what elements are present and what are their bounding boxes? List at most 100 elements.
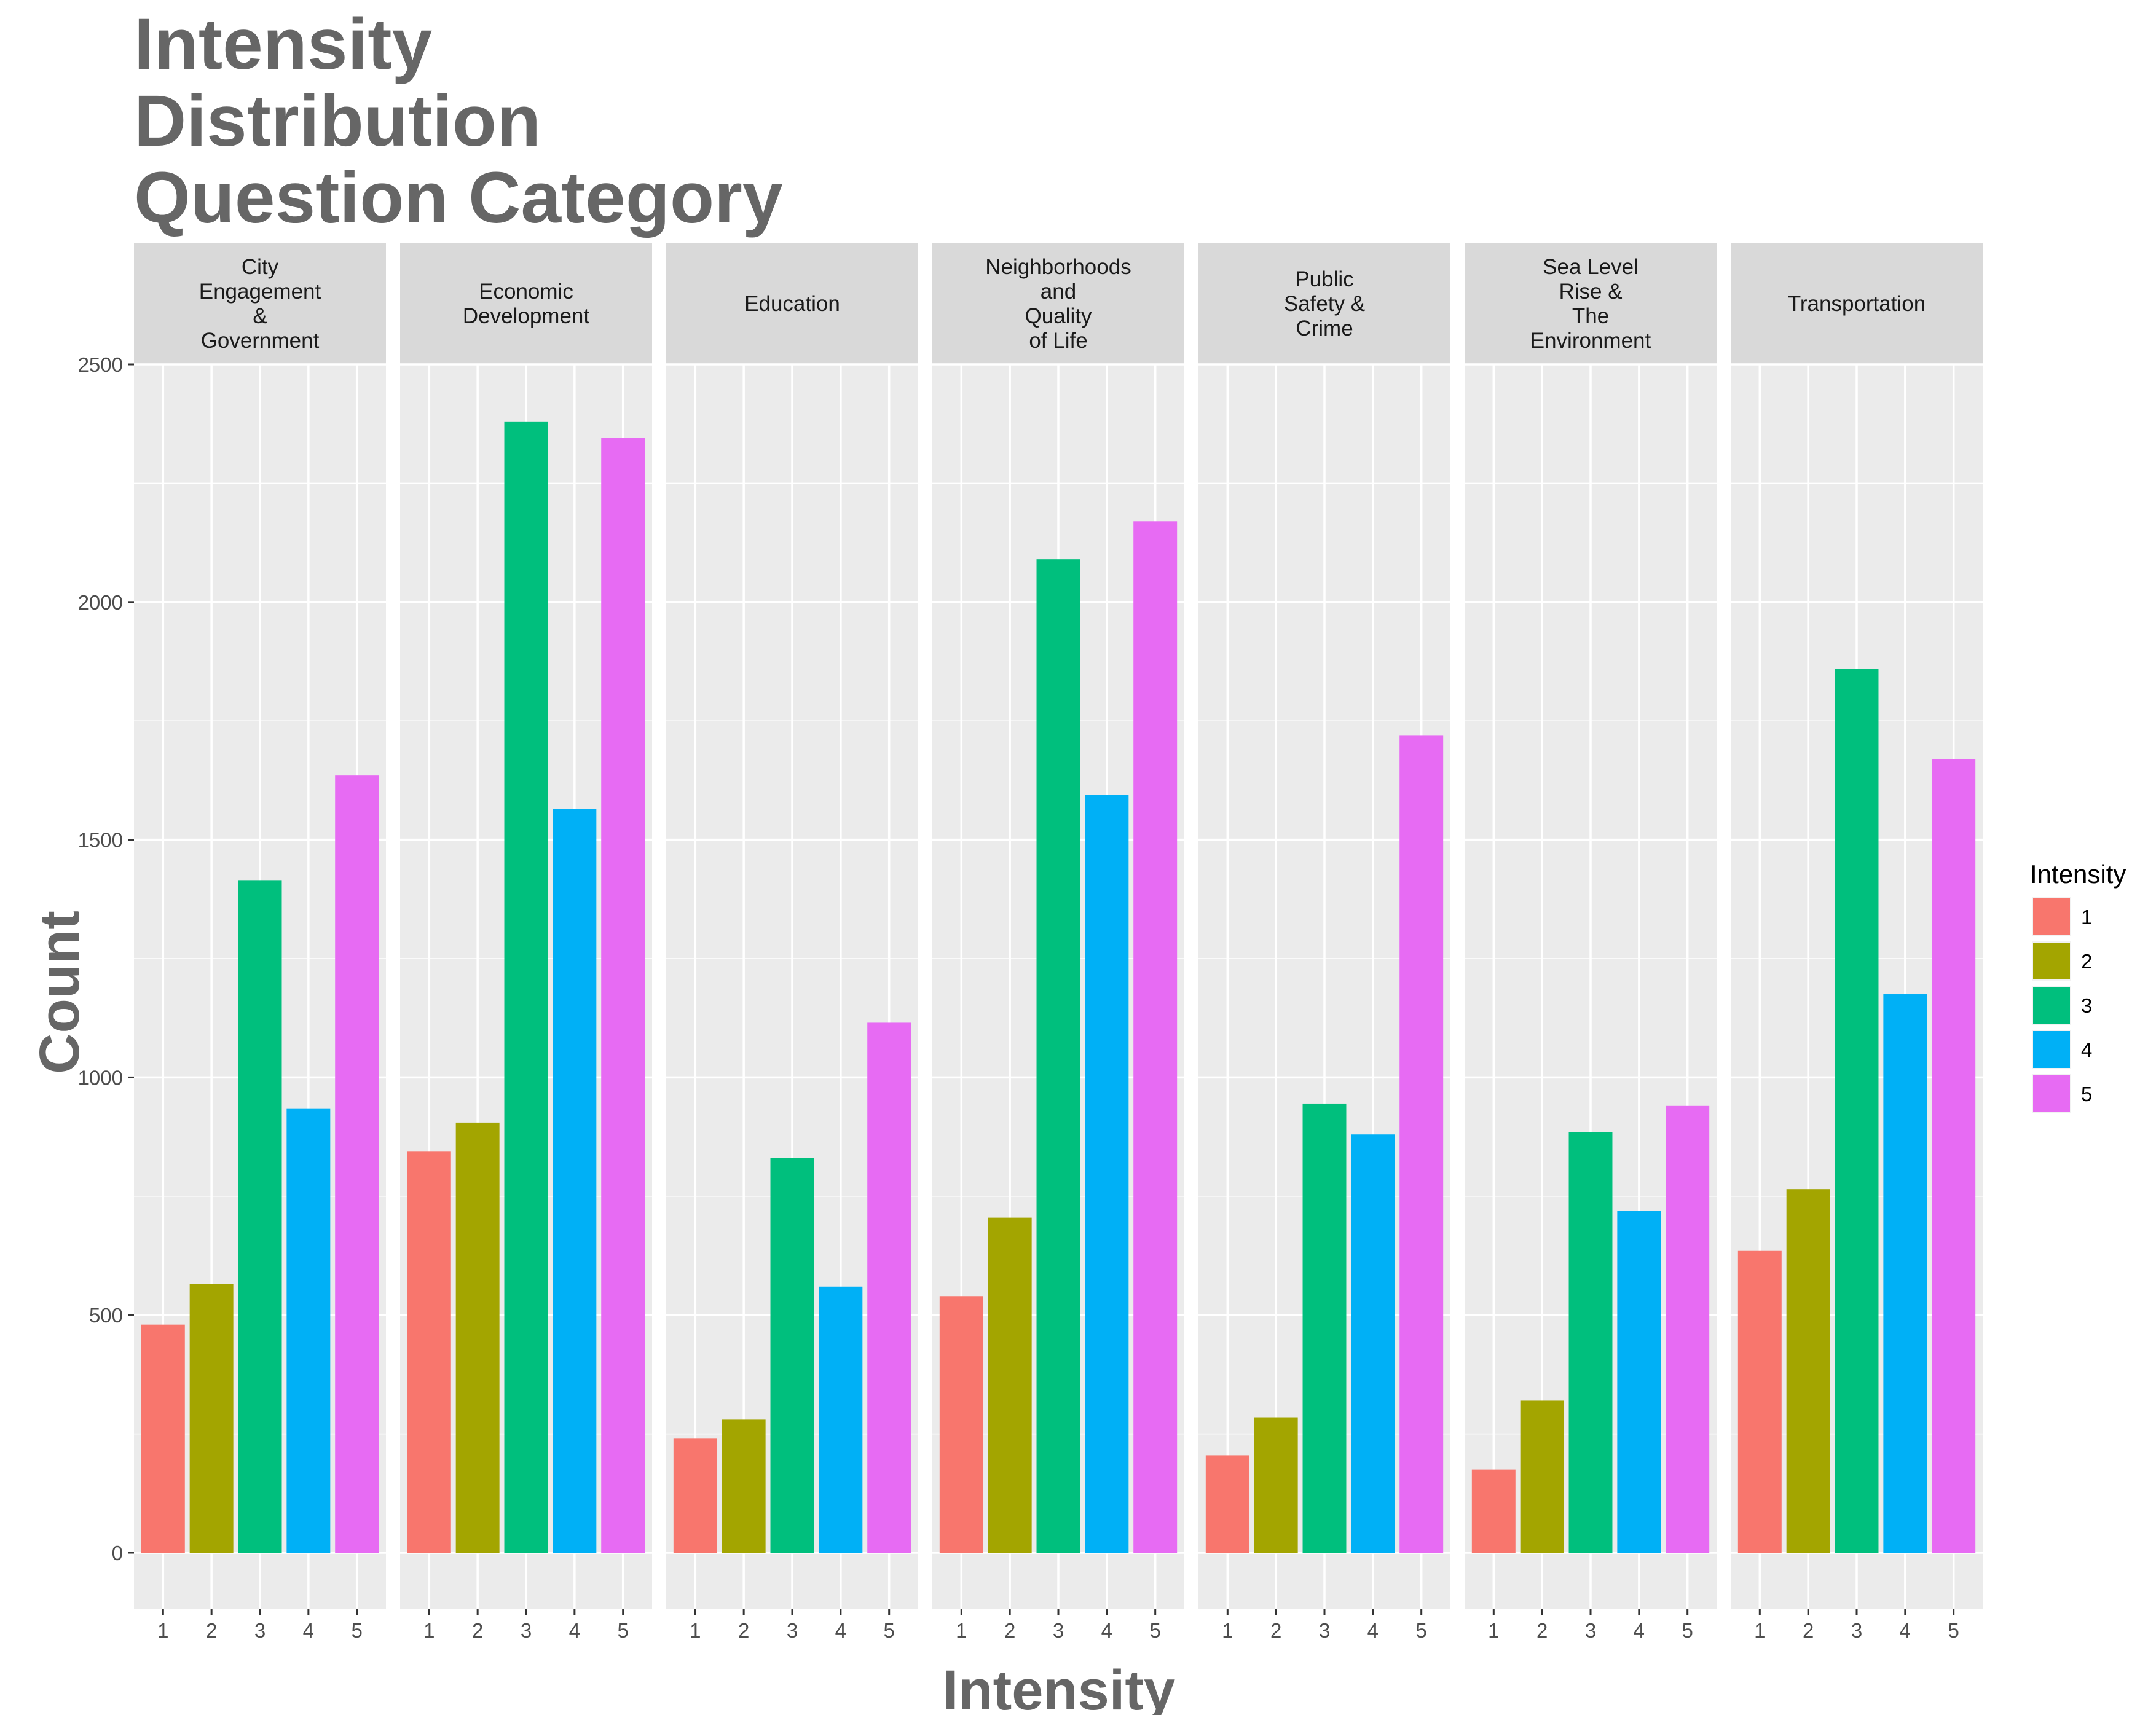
chart-title-line: Intensity	[134, 4, 432, 85]
bar	[819, 1286, 863, 1553]
y-axis-title: Count	[28, 911, 91, 1074]
y-tick-label: 1500	[78, 829, 123, 852]
x-tick-label: 1	[1488, 1619, 1499, 1642]
legend-label: 3	[2081, 994, 2092, 1017]
bar	[1399, 735, 1444, 1553]
x-tick-label: 4	[835, 1619, 846, 1642]
legend-label: 5	[2081, 1083, 2092, 1105]
x-tick-label: 5	[1948, 1619, 1959, 1642]
bar	[286, 1108, 331, 1553]
bar	[1036, 559, 1080, 1553]
bar	[601, 438, 645, 1553]
x-tick-label: 4	[1634, 1619, 1645, 1642]
bar	[673, 1438, 717, 1553]
x-tick-label: 4	[1900, 1619, 1911, 1642]
bar	[770, 1158, 814, 1553]
x-tick-label: 5	[1682, 1619, 1693, 1642]
facet-strip	[1465, 243, 1717, 364]
x-tick-label: 5	[1150, 1619, 1161, 1642]
bar	[504, 421, 548, 1553]
bar	[407, 1151, 451, 1553]
facet-panel: Education 1 2 3 4 5	[666, 243, 918, 1642]
facet-panel: Transportation 1 2 3 4 5	[1731, 243, 1983, 1642]
x-tick-label: 2	[1803, 1619, 1814, 1642]
facet-strip	[666, 243, 918, 364]
bar	[238, 880, 282, 1553]
facet-strip	[1731, 243, 1983, 364]
facet-label: Transportation	[1788, 292, 1926, 316]
chart-title-line: Question Category	[134, 157, 783, 238]
x-tick-label: 3	[521, 1619, 532, 1642]
facet-label: City	[242, 255, 279, 279]
x-tick-label: 3	[254, 1619, 266, 1642]
x-tick-label: 3	[1319, 1619, 1330, 1642]
bar	[1205, 1455, 1249, 1553]
bar	[1786, 1189, 1830, 1553]
legend-label: 1	[2081, 906, 2092, 928]
facet-strip	[134, 243, 386, 364]
x-tick-label: 2	[472, 1619, 483, 1642]
x-tick-label: 4	[569, 1619, 580, 1642]
bar	[1520, 1400, 1564, 1553]
x-tick-label: 4	[1367, 1619, 1379, 1642]
facet-label: Sea Level	[1543, 255, 1639, 279]
bar	[455, 1122, 500, 1553]
x-tick-label: 5	[618, 1619, 629, 1642]
facet-label: Engagement	[199, 280, 321, 304]
bar	[1254, 1417, 1298, 1553]
legend-label: 2	[2081, 950, 2092, 973]
facet-label: of Life	[1029, 329, 1087, 353]
legend-swatch	[2033, 943, 2070, 979]
facet-label: Safety &	[1284, 292, 1365, 316]
legend: Intensity 1 2 3 4 5	[2030, 860, 2126, 1113]
facet-label: Neighborhoods	[985, 255, 1131, 279]
bar	[1883, 994, 1927, 1553]
facet-label: &	[253, 304, 267, 328]
x-tick-label: 5	[1416, 1619, 1427, 1642]
bar	[1351, 1134, 1395, 1553]
facet-label: Education	[744, 292, 840, 316]
y-tick-label: 2500	[78, 353, 123, 376]
bar	[335, 775, 379, 1553]
x-tick-label: 2	[1536, 1619, 1548, 1642]
x-axis-title: Intensity	[943, 1659, 1175, 1715]
bar	[553, 809, 597, 1553]
x-tick-label: 3	[1053, 1619, 1064, 1642]
legend-label: 4	[2081, 1038, 2092, 1061]
x-tick-label: 3	[1851, 1619, 1862, 1642]
facet-label: Public	[1295, 267, 1353, 291]
facet-label: Quality	[1025, 304, 1092, 328]
legend-swatch	[2033, 1075, 2070, 1112]
bar	[1666, 1105, 1710, 1553]
bar	[189, 1284, 234, 1553]
x-tick-label: 2	[1270, 1619, 1281, 1642]
bar	[1085, 795, 1129, 1553]
facet-label: The	[1572, 304, 1609, 328]
bar	[867, 1022, 911, 1553]
x-tick-label: 5	[884, 1619, 895, 1642]
bar	[1617, 1211, 1661, 1553]
facet-label: Government	[201, 329, 320, 353]
bar	[722, 1419, 766, 1553]
y-tick-label: 0	[112, 1542, 123, 1564]
bar	[1133, 521, 1178, 1553]
bar	[1737, 1250, 1782, 1553]
bar	[939, 1296, 983, 1553]
facet-strip	[400, 243, 652, 364]
facet-label: and	[1041, 280, 1076, 304]
x-tick-label: 3	[1585, 1619, 1596, 1642]
x-tick-label: 4	[1101, 1619, 1112, 1642]
x-tick-label: 1	[956, 1619, 967, 1642]
facet-label: Crime	[1296, 316, 1353, 340]
legend-swatch	[2033, 1031, 2070, 1068]
bar	[1835, 669, 1879, 1553]
x-tick-label: 1	[1754, 1619, 1765, 1642]
x-tick-label: 1	[423, 1619, 435, 1642]
facet-label: Rise &	[1559, 280, 1622, 304]
